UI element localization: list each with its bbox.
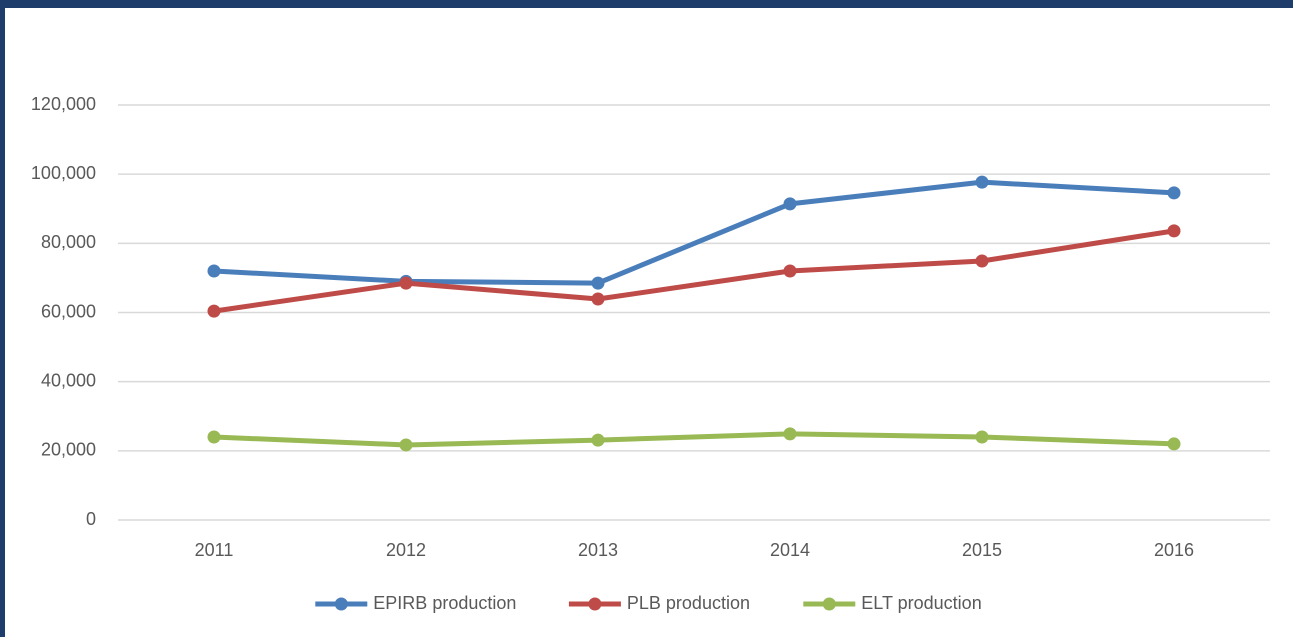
y-tick-label: 100,000 xyxy=(31,163,96,183)
point xyxy=(975,254,989,268)
x-tick-label: 2011 xyxy=(195,540,234,560)
point xyxy=(591,433,605,447)
point xyxy=(1167,186,1181,200)
point xyxy=(975,430,989,444)
point xyxy=(783,427,797,441)
series-line xyxy=(213,179,1175,286)
point xyxy=(399,438,413,452)
x-tick-label: 2013 xyxy=(578,540,618,560)
point xyxy=(591,292,605,306)
y-tick-label: 20,000 xyxy=(41,440,96,460)
x-tick-label: 2012 xyxy=(386,540,426,560)
x-tick-label: 2015 xyxy=(962,540,1002,560)
legend-label: ELT production xyxy=(861,593,981,613)
y-tick-label: 0 xyxy=(86,509,96,529)
point xyxy=(1167,224,1181,238)
legend-marker xyxy=(822,597,836,611)
y-tick-label: 40,000 xyxy=(41,370,96,390)
point xyxy=(975,175,989,189)
point xyxy=(783,197,797,211)
point xyxy=(399,276,413,290)
series-line xyxy=(213,431,1175,448)
point xyxy=(783,264,797,278)
x-tick-label: 2016 xyxy=(1154,540,1194,560)
legend-label: PLB production xyxy=(627,593,750,613)
y-tick-label: 80,000 xyxy=(41,232,96,252)
legend-label: EPIRB production xyxy=(373,593,516,613)
legend-marker xyxy=(334,597,348,611)
point xyxy=(1167,437,1181,451)
legend-marker xyxy=(588,597,602,611)
point xyxy=(207,264,221,278)
point xyxy=(207,304,221,318)
x-tick-label: 2014 xyxy=(770,540,810,560)
y-tick-label: 60,000 xyxy=(41,301,96,321)
chart-frame xyxy=(5,8,1293,637)
point xyxy=(591,276,605,290)
point xyxy=(207,430,221,444)
y-tick-label: 120,000 xyxy=(31,94,96,114)
series-line xyxy=(213,228,1175,314)
